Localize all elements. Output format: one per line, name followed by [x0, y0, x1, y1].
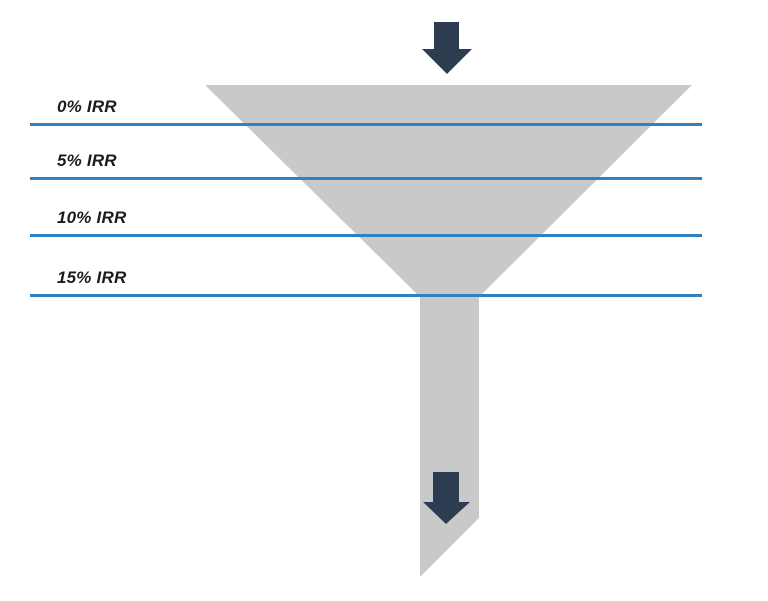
irr-label: 0% IRR	[57, 97, 117, 116]
down-arrow-icon	[422, 22, 472, 74]
irr-label: 10% IRR	[57, 208, 127, 227]
down-arrow-icon	[423, 472, 470, 524]
irr-label: 5% IRR	[57, 151, 117, 170]
irr-label: 15% IRR	[57, 268, 127, 287]
funnel-shape	[205, 85, 692, 577]
